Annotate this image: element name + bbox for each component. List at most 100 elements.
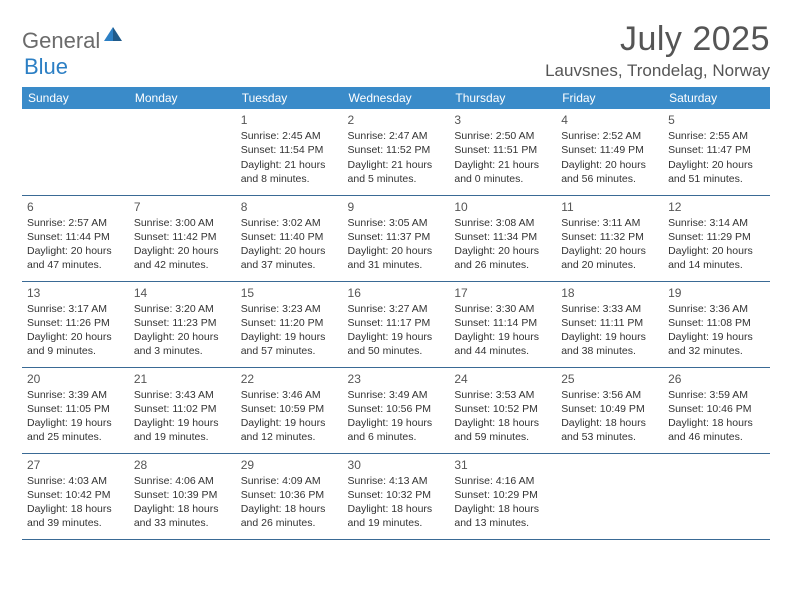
day-number: 2 bbox=[348, 112, 445, 128]
daylight-text: Daylight: 18 hours and 39 minutes. bbox=[27, 502, 124, 530]
day-cell-20: 20Sunrise: 3:39 AMSunset: 11:05 PMDaylig… bbox=[22, 367, 129, 453]
title-block: July 2025 Lauvsnes, Trondelag, Norway bbox=[545, 20, 770, 81]
day-header-wednesday: Wednesday bbox=[343, 87, 450, 109]
day-cell-26: 26Sunrise: 3:59 AMSunset: 10:46 PMDaylig… bbox=[663, 367, 770, 453]
sunset-text: Sunset: 10:59 PM bbox=[241, 402, 338, 416]
daylight-text: Daylight: 20 hours and 9 minutes. bbox=[27, 330, 124, 358]
day-number: 16 bbox=[348, 285, 445, 301]
daylight-text: Daylight: 18 hours and 59 minutes. bbox=[454, 416, 551, 444]
sunset-text: Sunset: 11:17 PM bbox=[348, 316, 445, 330]
sunrise-text: Sunrise: 3:30 AM bbox=[454, 302, 551, 316]
day-number: 14 bbox=[134, 285, 231, 301]
day-cell-23: 23Sunrise: 3:49 AMSunset: 10:56 PMDaylig… bbox=[343, 367, 450, 453]
daylight-text: Daylight: 19 hours and 12 minutes. bbox=[241, 416, 338, 444]
day-header-tuesday: Tuesday bbox=[236, 87, 343, 109]
daylight-text: Daylight: 19 hours and 38 minutes. bbox=[561, 330, 658, 358]
sunrise-text: Sunrise: 3:49 AM bbox=[348, 388, 445, 402]
sunset-text: Sunset: 11:32 PM bbox=[561, 230, 658, 244]
sunrise-text: Sunrise: 4:16 AM bbox=[454, 474, 551, 488]
day-cell-30: 30Sunrise: 4:13 AMSunset: 10:32 PMDaylig… bbox=[343, 453, 450, 539]
daylight-text: Daylight: 19 hours and 44 minutes. bbox=[454, 330, 551, 358]
sunrise-text: Sunrise: 2:55 AM bbox=[668, 129, 765, 143]
sunrise-text: Sunrise: 4:09 AM bbox=[241, 474, 338, 488]
daylight-text: Daylight: 18 hours and 26 minutes. bbox=[241, 502, 338, 530]
daylight-text: Daylight: 19 hours and 57 minutes. bbox=[241, 330, 338, 358]
week-row: 27Sunrise: 4:03 AMSunset: 10:42 PMDaylig… bbox=[22, 453, 770, 539]
sunrise-text: Sunrise: 3:56 AM bbox=[561, 388, 658, 402]
sunrise-text: Sunrise: 3:33 AM bbox=[561, 302, 658, 316]
sunset-text: Sunset: 10:52 PM bbox=[454, 402, 551, 416]
sunset-text: Sunset: 10:39 PM bbox=[134, 488, 231, 502]
location: Lauvsnes, Trondelag, Norway bbox=[545, 61, 770, 81]
daylight-text: Daylight: 18 hours and 46 minutes. bbox=[668, 416, 765, 444]
day-number: 6 bbox=[27, 199, 124, 215]
day-cell-27: 27Sunrise: 4:03 AMSunset: 10:42 PMDaylig… bbox=[22, 453, 129, 539]
calendar-body: 1Sunrise: 2:45 AMSunset: 11:54 PMDayligh… bbox=[22, 109, 770, 539]
week-row: 20Sunrise: 3:39 AMSunset: 11:05 PMDaylig… bbox=[22, 367, 770, 453]
week-row: 1Sunrise: 2:45 AMSunset: 11:54 PMDayligh… bbox=[22, 109, 770, 195]
day-cell-7: 7Sunrise: 3:00 AMSunset: 11:42 PMDayligh… bbox=[129, 195, 236, 281]
sunrise-text: Sunrise: 3:39 AM bbox=[27, 388, 124, 402]
day-cell-5: 5Sunrise: 2:55 AMSunset: 11:47 PMDayligh… bbox=[663, 109, 770, 195]
day-number: 7 bbox=[134, 199, 231, 215]
daylight-text: Daylight: 21 hours and 5 minutes. bbox=[348, 158, 445, 186]
day-header-friday: Friday bbox=[556, 87, 663, 109]
sunset-text: Sunset: 11:51 PM bbox=[454, 143, 551, 157]
sunset-text: Sunset: 11:47 PM bbox=[668, 143, 765, 157]
day-cell-14: 14Sunrise: 3:20 AMSunset: 11:23 PMDaylig… bbox=[129, 281, 236, 367]
empty-cell bbox=[556, 453, 663, 539]
sunrise-text: Sunrise: 2:57 AM bbox=[27, 216, 124, 230]
daylight-text: Daylight: 19 hours and 32 minutes. bbox=[668, 330, 765, 358]
daylight-text: Daylight: 20 hours and 37 minutes. bbox=[241, 244, 338, 272]
day-number: 20 bbox=[27, 371, 124, 387]
sunrise-text: Sunrise: 4:06 AM bbox=[134, 474, 231, 488]
day-number: 19 bbox=[668, 285, 765, 301]
daylight-text: Daylight: 18 hours and 53 minutes. bbox=[561, 416, 658, 444]
sunrise-text: Sunrise: 3:59 AM bbox=[668, 388, 765, 402]
sunset-text: Sunset: 11:42 PM bbox=[134, 230, 231, 244]
sunset-text: Sunset: 10:36 PM bbox=[241, 488, 338, 502]
daylight-text: Daylight: 18 hours and 13 minutes. bbox=[454, 502, 551, 530]
sunset-text: Sunset: 11:14 PM bbox=[454, 316, 551, 330]
sunset-text: Sunset: 11:40 PM bbox=[241, 230, 338, 244]
day-number: 17 bbox=[454, 285, 551, 301]
day-cell-31: 31Sunrise: 4:16 AMSunset: 10:29 PMDaylig… bbox=[449, 453, 556, 539]
day-cell-17: 17Sunrise: 3:30 AMSunset: 11:14 PMDaylig… bbox=[449, 281, 556, 367]
day-cell-13: 13Sunrise: 3:17 AMSunset: 11:26 PMDaylig… bbox=[22, 281, 129, 367]
calendar-table: SundayMondayTuesdayWednesdayThursdayFrid… bbox=[22, 87, 770, 540]
daylight-text: Daylight: 20 hours and 51 minutes. bbox=[668, 158, 765, 186]
week-row: 6Sunrise: 2:57 AMSunset: 11:44 PMDayligh… bbox=[22, 195, 770, 281]
sunset-text: Sunset: 11:34 PM bbox=[454, 230, 551, 244]
header: General July 2025 Lauvsnes, Trondelag, N… bbox=[22, 20, 770, 81]
sunset-text: Sunset: 11:08 PM bbox=[668, 316, 765, 330]
day-number: 12 bbox=[668, 199, 765, 215]
day-header-saturday: Saturday bbox=[663, 87, 770, 109]
daylight-text: Daylight: 21 hours and 0 minutes. bbox=[454, 158, 551, 186]
sunset-text: Sunset: 11:05 PM bbox=[27, 402, 124, 416]
sunset-text: Sunset: 11:52 PM bbox=[348, 143, 445, 157]
daylight-text: Daylight: 20 hours and 56 minutes. bbox=[561, 158, 658, 186]
day-number: 15 bbox=[241, 285, 338, 301]
sunrise-text: Sunrise: 3:14 AM bbox=[668, 216, 765, 230]
sunrise-text: Sunrise: 3:05 AM bbox=[348, 216, 445, 230]
day-number: 30 bbox=[348, 457, 445, 473]
daylight-text: Daylight: 20 hours and 31 minutes. bbox=[348, 244, 445, 272]
week-row: 13Sunrise: 3:17 AMSunset: 11:26 PMDaylig… bbox=[22, 281, 770, 367]
day-header-row: SundayMondayTuesdayWednesdayThursdayFrid… bbox=[22, 87, 770, 109]
day-cell-4: 4Sunrise: 2:52 AMSunset: 11:49 PMDayligh… bbox=[556, 109, 663, 195]
day-number: 11 bbox=[561, 199, 658, 215]
sunset-text: Sunset: 10:32 PM bbox=[348, 488, 445, 502]
sunrise-text: Sunrise: 3:11 AM bbox=[561, 216, 658, 230]
sunrise-text: Sunrise: 3:17 AM bbox=[27, 302, 124, 316]
daylight-text: Daylight: 19 hours and 25 minutes. bbox=[27, 416, 124, 444]
daylight-text: Daylight: 20 hours and 47 minutes. bbox=[27, 244, 124, 272]
day-cell-3: 3Sunrise: 2:50 AMSunset: 11:51 PMDayligh… bbox=[449, 109, 556, 195]
day-cell-16: 16Sunrise: 3:27 AMSunset: 11:17 PMDaylig… bbox=[343, 281, 450, 367]
day-number: 3 bbox=[454, 112, 551, 128]
daylight-text: Daylight: 20 hours and 42 minutes. bbox=[134, 244, 231, 272]
sunset-text: Sunset: 10:56 PM bbox=[348, 402, 445, 416]
sunrise-text: Sunrise: 3:20 AM bbox=[134, 302, 231, 316]
sunrise-text: Sunrise: 2:45 AM bbox=[241, 129, 338, 143]
day-cell-29: 29Sunrise: 4:09 AMSunset: 10:36 PMDaylig… bbox=[236, 453, 343, 539]
sunrise-text: Sunrise: 3:27 AM bbox=[348, 302, 445, 316]
